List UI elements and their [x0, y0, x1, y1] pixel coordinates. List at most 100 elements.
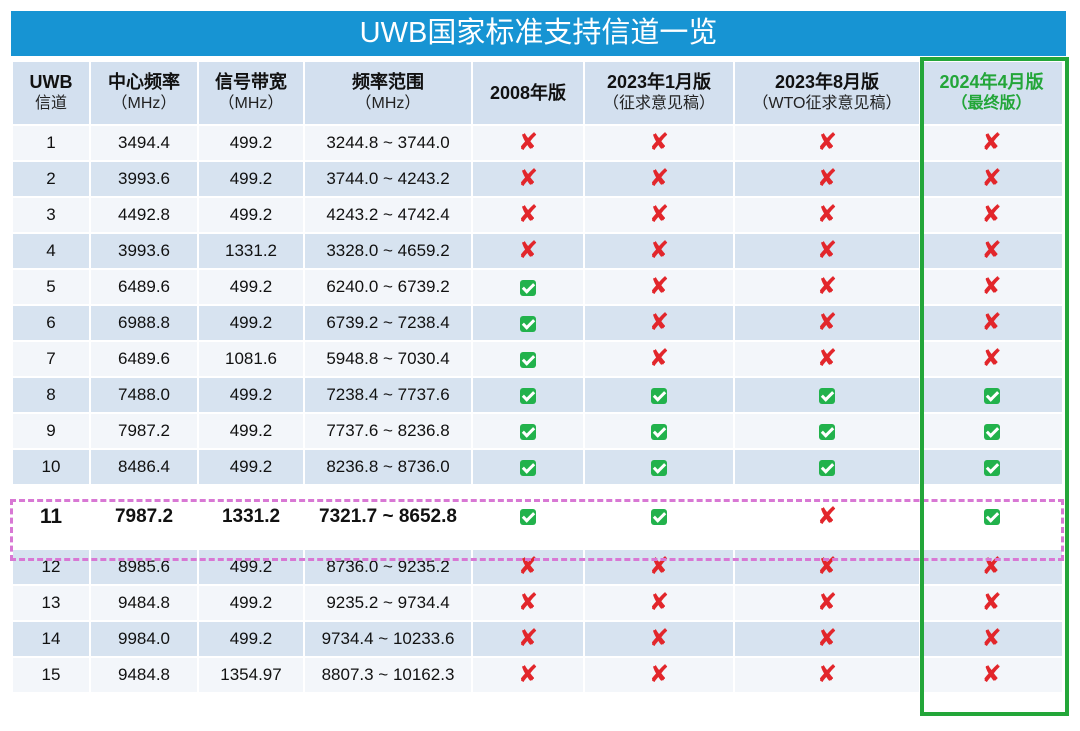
- cell-2023-aug: ✘: [735, 126, 919, 160]
- cell-channel: 10: [13, 450, 89, 484]
- cross-icon: ✘: [517, 625, 539, 652]
- cross-icon: ✘: [981, 345, 1002, 372]
- cross-icon: ✘: [648, 309, 670, 336]
- cross-icon: ✘: [816, 201, 838, 228]
- cell-center-frequency: 6489.6: [91, 342, 197, 376]
- cell-bandwidth: 499.2: [199, 306, 303, 340]
- cell-frequency-range: 7321.7 ~ 8652.8: [305, 486, 471, 548]
- cell-frequency-range: 3744.0 ~ 4243.2: [305, 162, 471, 196]
- header-2024-apr-sub: （最终版）: [951, 95, 1032, 112]
- cell-frequency-range: 6739.2 ~ 7238.4: [305, 306, 471, 340]
- cell-2024-apr: ✘: [921, 198, 1062, 232]
- check-icon: ✔: [651, 387, 667, 404]
- check-icon: ✔: [651, 508, 667, 525]
- cell-2008: ✔: [473, 486, 583, 548]
- cross-icon: ✘: [517, 661, 539, 688]
- table-row: 14 9984.0 499.2 9734.4 ~ 10233.6 ✘ ✘ ✘ ✘: [13, 622, 1062, 656]
- header-channel-sub: 信道: [34, 95, 67, 112]
- cross-icon: ✘: [648, 345, 670, 372]
- cell-center-frequency: 8985.6: [91, 550, 197, 584]
- cell-2023-aug: ✘: [735, 306, 919, 340]
- cell-channel: 2: [13, 162, 89, 196]
- cell-channel: 6: [13, 306, 89, 340]
- cell-frequency-range: 4243.2 ~ 4742.4: [305, 198, 471, 232]
- table-row: 1 3494.4 499.2 3244.8 ~ 3744.0 ✘ ✘ ✘ ✘: [13, 126, 1062, 160]
- cross-icon: ✘: [816, 273, 838, 300]
- cross-icon: ✘: [981, 129, 1002, 156]
- cross-icon: ✘: [648, 237, 670, 264]
- cell-2023-aug: ✘: [735, 550, 919, 584]
- cell-2024-apr: ✔: [921, 378, 1062, 412]
- cell-channel: 14: [13, 622, 89, 656]
- cell-2023-aug: ✘: [735, 270, 919, 304]
- cross-icon: ✘: [648, 553, 670, 580]
- cell-2023-aug: ✔: [735, 378, 919, 412]
- cross-icon: ✘: [816, 625, 838, 652]
- cross-icon: ✘: [648, 661, 670, 688]
- header-bandwidth-unit: （MHz）: [218, 95, 284, 112]
- cross-icon: ✘: [648, 201, 670, 228]
- cell-center-frequency: 8486.4: [91, 450, 197, 484]
- cell-2023-jan: ✘: [585, 550, 733, 584]
- cell-2023-jan: ✘: [585, 234, 733, 268]
- cell-2023-aug: ✘: [735, 486, 919, 548]
- check-icon: ✔: [983, 459, 1000, 476]
- cell-2008: ✘: [473, 658, 583, 692]
- cell-center-frequency: 9984.0: [91, 622, 197, 656]
- cross-icon: ✘: [648, 129, 670, 156]
- check-icon: ✔: [819, 459, 835, 476]
- cell-2008: ✘: [473, 234, 583, 268]
- check-icon: ✔: [520, 387, 536, 404]
- header-2024-apr-main: 2024年4月版: [939, 72, 1044, 92]
- cell-channel: 4: [13, 234, 89, 268]
- cell-channel: 3: [13, 198, 89, 232]
- cell-2024-apr: ✘: [921, 586, 1062, 620]
- cell-bandwidth: 499.2: [199, 270, 303, 304]
- cell-2008: ✔: [473, 414, 583, 448]
- header-center-frequency-unit: （MHz）: [111, 95, 177, 112]
- cell-2024-apr: ✘: [921, 162, 1062, 196]
- cell-2008: ✔: [473, 270, 583, 304]
- cell-channel: 15: [13, 658, 89, 692]
- check-icon: ✔: [520, 315, 536, 332]
- cell-channel: 12: [13, 550, 89, 584]
- check-icon: ✔: [520, 508, 536, 525]
- cross-icon: ✘: [648, 589, 670, 616]
- cell-channel: 5: [13, 270, 89, 304]
- cell-2023-aug: ✘: [735, 162, 919, 196]
- cross-icon: ✘: [981, 309, 1002, 336]
- header-2024-apr: 2024年4月版 （最终版）: [921, 62, 1062, 124]
- cell-channel: 11: [13, 486, 89, 548]
- cell-center-frequency: 4492.8: [91, 198, 197, 232]
- cell-frequency-range: 8236.8 ~ 8736.0: [305, 450, 471, 484]
- table-row: 4 3993.6 1331.2 3328.0 ~ 4659.2 ✘ ✘ ✘ ✘: [13, 234, 1062, 268]
- cell-2008: ✔: [473, 342, 583, 376]
- cross-icon: ✘: [981, 553, 1002, 580]
- cell-2023-jan: ✘: [585, 198, 733, 232]
- cell-center-frequency: 6489.6: [91, 270, 197, 304]
- cell-2023-jan: ✘: [585, 306, 733, 340]
- cell-center-frequency: 7987.2: [91, 486, 197, 548]
- cell-2024-apr: ✘: [921, 550, 1062, 584]
- cross-icon: ✘: [648, 165, 670, 192]
- check-icon: ✔: [983, 387, 1000, 404]
- table-row: 3 4492.8 499.2 4243.2 ~ 4742.4 ✘ ✘ ✘ ✘: [13, 198, 1062, 232]
- cell-center-frequency: 9484.8: [91, 658, 197, 692]
- cell-2023-aug: ✘: [735, 234, 919, 268]
- header-center-frequency: 中心频率 （MHz）: [91, 62, 197, 124]
- cell-2023-aug: ✔: [735, 414, 919, 448]
- cell-2008: ✔: [473, 378, 583, 412]
- cross-icon: ✘: [816, 309, 838, 336]
- cell-channel: 13: [13, 586, 89, 620]
- cell-2024-apr: ✘: [921, 234, 1062, 268]
- check-icon: ✔: [520, 423, 536, 440]
- cell-bandwidth: 1081.6: [199, 342, 303, 376]
- cross-icon: ✘: [981, 589, 1002, 616]
- cross-icon: ✘: [816, 553, 838, 580]
- header-2023-aug-sub: （WTO征求意见稿）: [752, 95, 902, 112]
- cell-2023-aug: ✘: [735, 622, 919, 656]
